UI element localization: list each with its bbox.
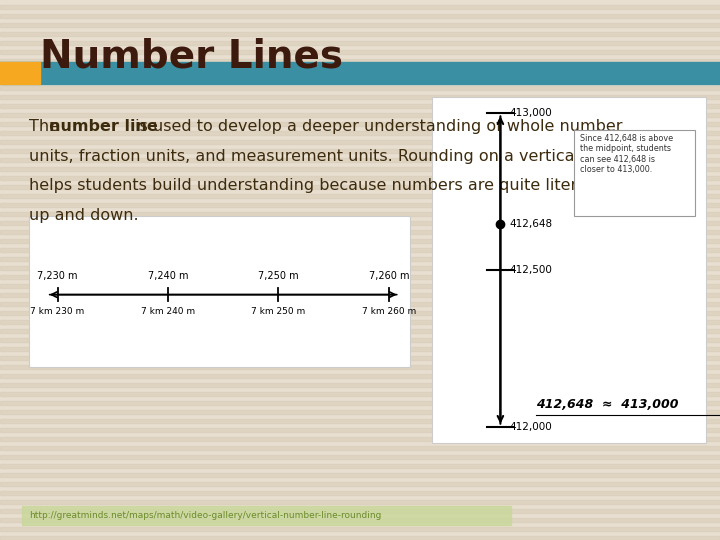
Text: 7 km 230 m: 7 km 230 m — [30, 307, 85, 316]
Text: The: The — [29, 119, 64, 134]
Text: is used to develop a deeper understanding of whole number: is used to develop a deeper understandin… — [130, 119, 622, 134]
Bar — [0, 418, 720, 423]
Bar — [0, 293, 720, 297]
Bar — [0, 302, 720, 306]
Bar — [0, 212, 720, 216]
Bar — [0, 158, 720, 162]
Bar — [0, 275, 720, 279]
Bar — [22, 506, 511, 525]
Bar — [0, 437, 720, 441]
Text: Number Lines: Number Lines — [40, 38, 343, 76]
Bar — [0, 40, 720, 45]
Bar — [0, 230, 720, 234]
Bar — [0, 202, 720, 207]
Bar — [0, 185, 720, 189]
Bar — [0, 472, 720, 477]
Text: up and down.: up and down. — [29, 208, 138, 223]
Bar — [0, 401, 720, 405]
Bar — [0, 5, 720, 9]
Bar — [0, 526, 720, 531]
Bar — [0, 500, 720, 504]
Text: number line: number line — [49, 119, 158, 134]
Text: 7 km 260 m: 7 km 260 m — [361, 307, 416, 316]
Text: 7,240 m: 7,240 m — [148, 272, 188, 281]
Bar — [0, 32, 720, 36]
Bar — [0, 491, 720, 495]
Text: 412,000: 412,000 — [509, 422, 552, 431]
Bar — [0, 410, 720, 414]
Text: 7,250 m: 7,250 m — [258, 272, 299, 281]
Bar — [0, 383, 720, 387]
Bar — [0, 266, 720, 270]
Text: 7 km 250 m: 7 km 250 m — [251, 307, 305, 316]
Text: units, fraction units, and measurement units. Rounding on a vertical number line: units, fraction units, and measurement u… — [29, 148, 681, 164]
Bar — [0, 122, 720, 126]
Bar — [0, 256, 720, 261]
Bar — [0, 131, 720, 135]
Text: http://greatminds.net/maps/math/video-gallery/vertical-number-line-rounding: http://greatminds.net/maps/math/video-ga… — [29, 511, 381, 520]
Bar — [0, 320, 720, 324]
Bar — [0, 284, 720, 288]
Bar — [0, 148, 720, 153]
Bar — [0, 509, 720, 513]
Bar — [0, 329, 720, 333]
Bar — [0, 392, 720, 396]
Bar — [0, 248, 720, 252]
Bar — [0, 364, 720, 369]
Text: 412,648: 412,648 — [509, 219, 552, 228]
Bar — [0, 94, 720, 99]
Bar — [575, 130, 695, 216]
Text: 7,230 m: 7,230 m — [37, 272, 78, 281]
Bar — [0, 239, 720, 243]
Bar — [0, 62, 40, 84]
Bar — [0, 374, 720, 378]
Bar — [0, 455, 720, 459]
Bar — [0, 446, 720, 450]
Bar — [0, 59, 720, 63]
Bar — [29, 216, 410, 367]
Bar — [0, 14, 720, 18]
Bar — [0, 194, 720, 198]
Bar — [0, 113, 720, 117]
Bar — [0, 23, 720, 27]
Bar — [0, 167, 720, 171]
Bar — [0, 62, 720, 84]
Text: 7,260 m: 7,260 m — [369, 272, 409, 281]
Bar — [0, 176, 720, 180]
Bar — [0, 347, 720, 351]
Bar — [0, 104, 720, 108]
Bar — [432, 97, 706, 443]
Text: 7 km 240 m: 7 km 240 m — [141, 307, 195, 316]
Bar — [0, 68, 720, 72]
Bar — [0, 428, 720, 432]
Bar — [0, 338, 720, 342]
Text: 412,648  ≈  413,000: 412,648 ≈ 413,000 — [536, 399, 678, 411]
Bar — [0, 518, 720, 522]
Bar — [0, 536, 720, 540]
Text: 412,500: 412,500 — [509, 265, 552, 275]
Bar — [0, 50, 720, 54]
Text: Since 412,648 is above
the midpoint, students
can see 412,648 is
closer to 413,0: Since 412,648 is above the midpoint, stu… — [580, 134, 673, 174]
Bar — [0, 464, 720, 468]
Bar — [0, 482, 720, 486]
Bar — [0, 140, 720, 144]
Text: helps students build understanding because numbers are quite literally rounded: helps students build understanding becau… — [29, 178, 678, 193]
Bar — [0, 221, 720, 225]
Bar — [0, 310, 720, 315]
Bar — [0, 86, 720, 90]
Text: 413,000: 413,000 — [509, 109, 552, 118]
Bar — [0, 77, 720, 81]
Bar — [0, 356, 720, 360]
